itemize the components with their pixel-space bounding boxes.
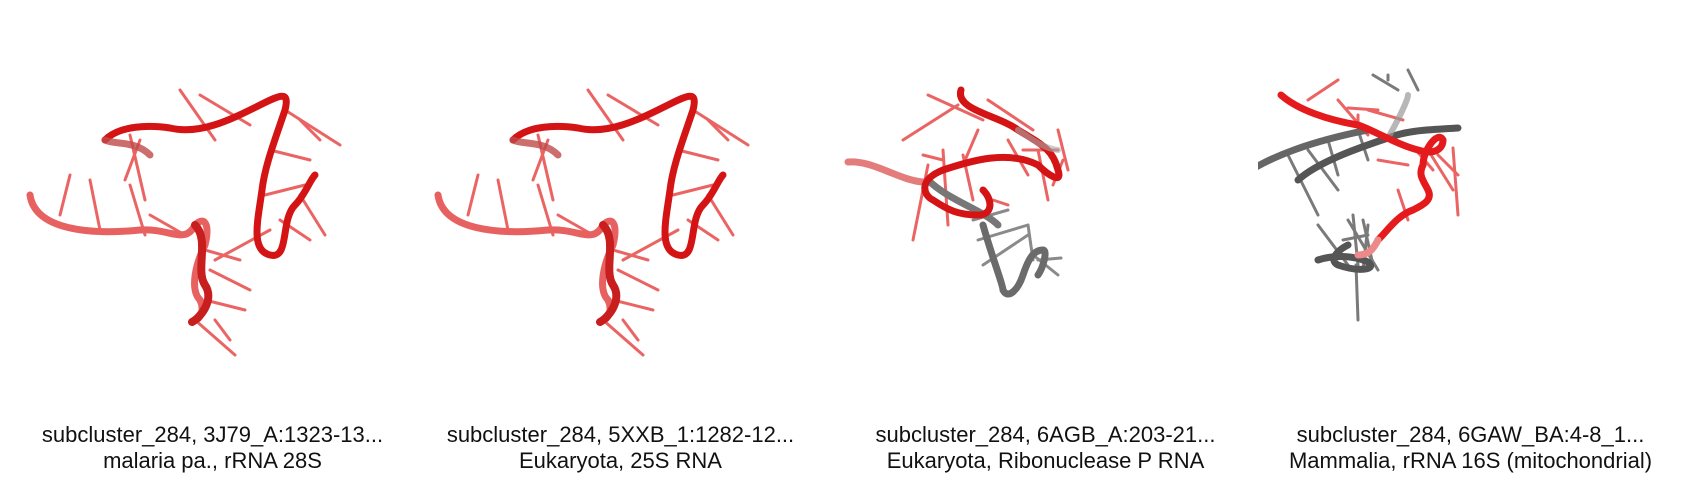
- rna-structure-image-1: [26, 88, 342, 357]
- rna-structure-image-4: [1258, 68, 1462, 322]
- structure-panel-1: subcluster_284, 3J79_A:1323-13... malari…: [0, 0, 425, 480]
- structure-panel-2: subcluster_284, 5XXB_1:1282-12... Eukary…: [408, 0, 833, 480]
- structure-id-caption: subcluster_284, 6AGB_A:203-21...: [875, 422, 1216, 447]
- structure-panel-3: subcluster_284, 6AGB_A:203-21... Eukaryo…: [833, 0, 1258, 480]
- structure-desc-caption: Eukaryota, 25S RNA: [519, 448, 722, 473]
- structure-desc-caption: Mammalia, rRNA 16S (mitochondrial): [1288, 448, 1653, 473]
- structure-panel-4: subcluster_284, 6GAW_BA:4-8_1... Mammali…: [1258, 0, 1683, 480]
- structure-id-caption: subcluster_284, 3J79_A:1323-13...: [41, 422, 384, 447]
- rna-structure-image-2: [434, 88, 750, 357]
- structure-id-caption: subcluster_284, 6GAW_BA:4-8_1...: [1296, 422, 1645, 447]
- rna-structure-image-3: [844, 86, 1070, 298]
- structure-desc-caption: Eukaryota, Ribonuclease P RNA: [886, 448, 1205, 473]
- structure-desc-caption: malaria pa., rRNA 28S: [103, 448, 322, 473]
- structure-id-caption: subcluster_284, 5XXB_1:1282-12...: [446, 422, 795, 447]
